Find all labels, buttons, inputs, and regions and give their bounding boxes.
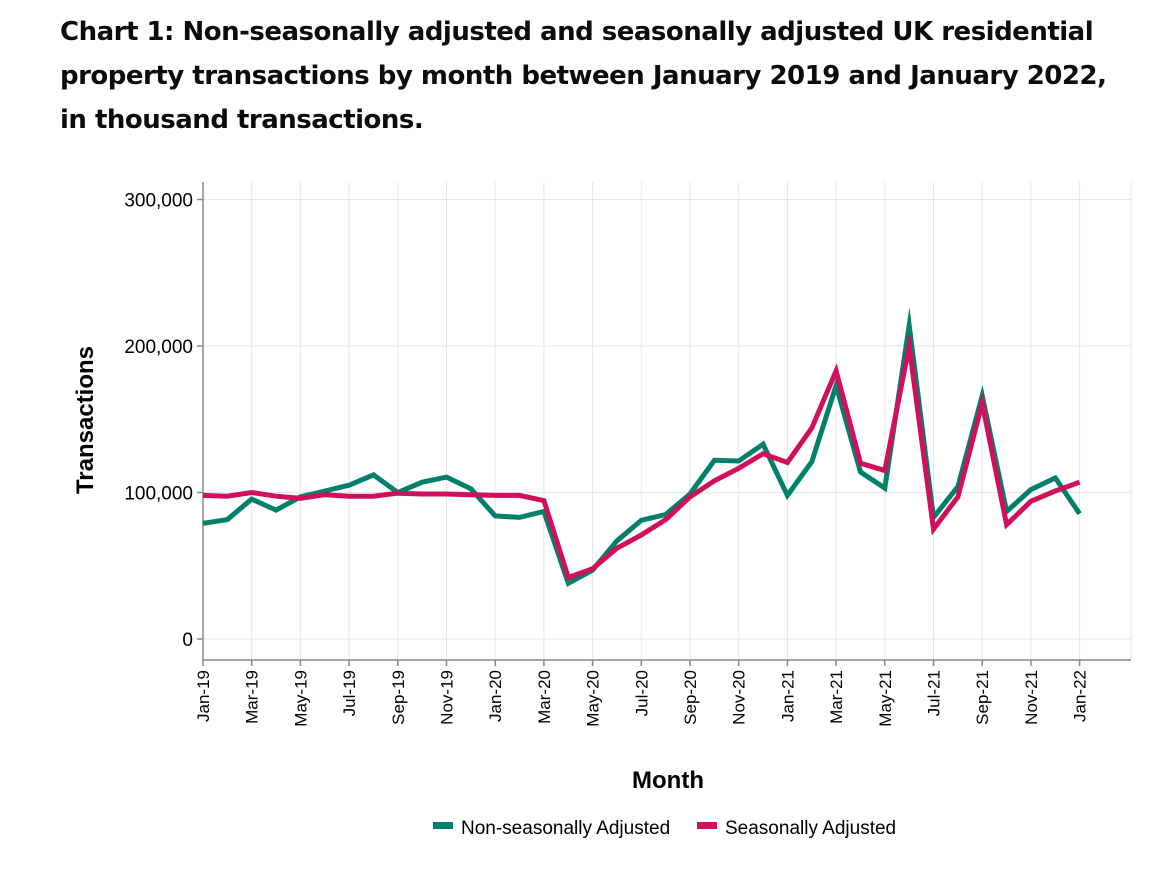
series-line-seasonally-adjusted (202, 330, 1081, 581)
x-axis-title: Month (632, 767, 704, 794)
y-tick-label: 0 (182, 630, 193, 651)
x-tick-label: Nov-20 (730, 670, 749, 725)
legend-item-seasonally-adjusted[interactable]: Seasonally Adjusted (697, 818, 896, 839)
x-tick-label: Jul-21 (925, 670, 944, 716)
x-tick-label: Mar-20 (535, 670, 554, 724)
gridlines (203, 182, 1132, 660)
x-tick-label: Jan-20 (486, 670, 505, 722)
x-tick-label: May-20 (584, 670, 603, 727)
legend-item-non-seasonally-adjusted[interactable]: Non-seasonally Adjusted (433, 818, 670, 839)
x-tick-label: Nov-19 (438, 670, 457, 725)
legend: Non-seasonally Adjusted Seasonally Adjus… (433, 818, 896, 839)
axes: 0 100,000 200,000 300,000 Jan-19 Mar-19 May-19… (124, 182, 1131, 727)
x-tick-label: Mar-21 (827, 670, 846, 724)
chart-title: Chart 1: Non-seasonally adjusted and sea… (60, 17, 1107, 135)
series-lines (202, 307, 1082, 587)
x-tick-label: Jul-20 (632, 670, 651, 716)
y-tick-label: 300,000 (124, 191, 193, 212)
x-tick-label: Jul-19 (340, 670, 359, 716)
x-tick-label: May-21 (876, 670, 895, 727)
legend-swatch-seasonally-adjusted (697, 822, 717, 829)
y-tick-label: 200,000 (124, 337, 193, 358)
y-tick-label: 100,000 (124, 484, 193, 505)
x-tick-label: Jan-22 (1071, 670, 1090, 722)
legend-label-non-seasonally-adjusted: Non-seasonally Adjusted (461, 818, 670, 839)
x-tick-label: Nov-21 (1022, 670, 1041, 725)
x-tick-label: Sep-21 (973, 670, 992, 725)
legend-label-seasonally-adjusted: Seasonally Adjusted (725, 818, 896, 839)
x-tick-label: Jan-21 (778, 670, 797, 722)
legend-swatch-non-seasonally-adjusted (433, 822, 453, 829)
x-tick-label: Mar-19 (243, 670, 262, 724)
x-tick-label: Sep-19 (389, 670, 408, 725)
x-tick-label: Sep-20 (681, 670, 700, 725)
x-tick-label: May-19 (291, 670, 310, 727)
y-axis-title: Transactions (72, 346, 99, 494)
x-tick-label: Jan-19 (194, 670, 213, 722)
